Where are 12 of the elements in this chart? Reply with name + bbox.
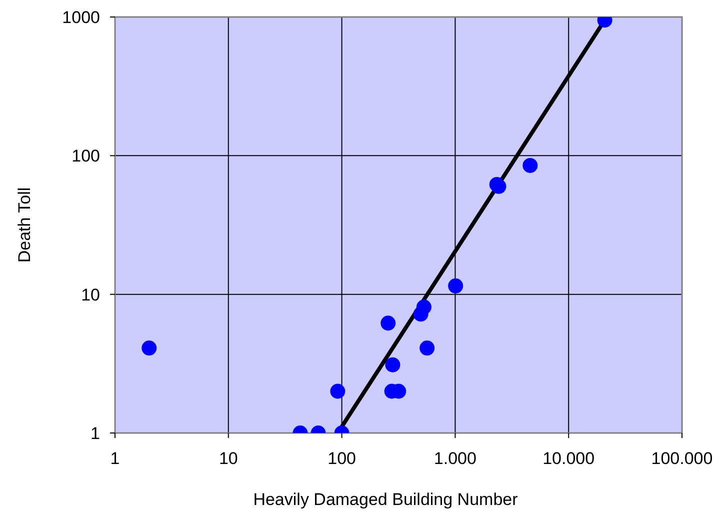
x-tick-label: 10 — [218, 449, 238, 468]
y-tick-label: 100 — [72, 146, 100, 166]
x-tick-label: 1.000 — [434, 449, 476, 468]
x-axis-title: Heavily Damaged Building Number — [253, 490, 518, 509]
y-tick-label: 1000 — [62, 8, 100, 27]
x-tick-label: 10.000 — [542, 449, 595, 468]
x-tick-label: 100 — [328, 449, 356, 468]
y-axis-title: Death Toll — [15, 187, 34, 263]
y-tick-label: 10 — [81, 285, 100, 304]
x-tick-label: 1 — [110, 449, 120, 468]
x-tick-label: 100.000 — [651, 449, 713, 468]
y-tick-label: 1 — [90, 424, 100, 443]
